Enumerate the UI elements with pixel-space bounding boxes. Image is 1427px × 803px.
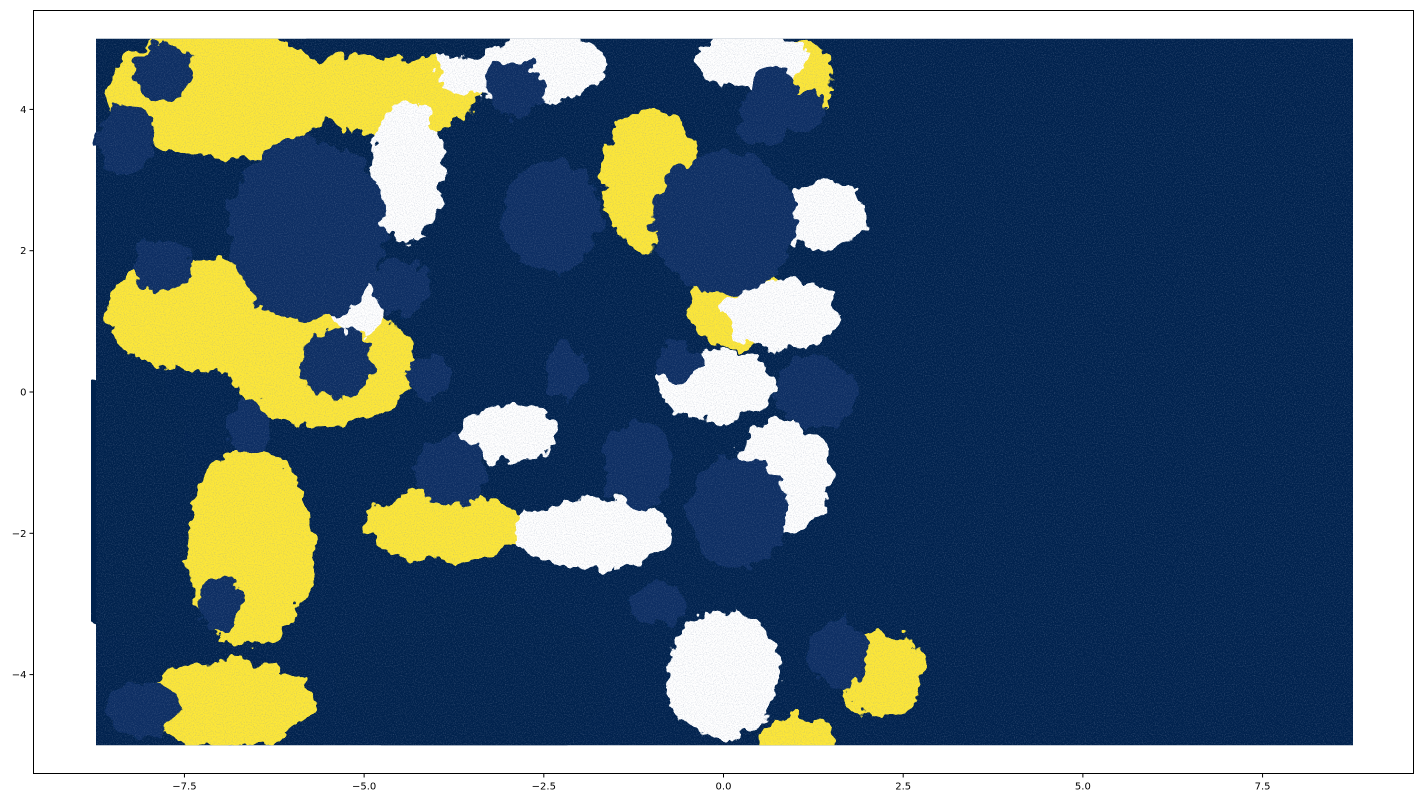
y-axis-ticks: −4 −2 0 2 4 [12, 105, 34, 681]
y-tick-label-1: −2 [12, 529, 27, 540]
x-axis-ticks: −7.5 −5.0 −2.5 0.0 2.5 5.0 7.5 [172, 773, 1271, 793]
x-tick-label-3: 0.0 [716, 782, 732, 793]
x-tick-label-4: 2.5 [895, 782, 911, 793]
y-tick-label-2: 0 [20, 388, 26, 399]
x-tick-label-5: 5.0 [1075, 782, 1091, 793]
x-tick-label-2: −2.5 [532, 782, 556, 793]
plot-area [91, 38, 1353, 746]
x-tick-label-6: 7.5 [1255, 782, 1271, 793]
x-tick-label-1: −5.0 [352, 782, 376, 793]
y-tick-label-0: −4 [12, 670, 27, 681]
x-tick-label-0: −7.5 [172, 782, 196, 793]
texture-overlay [96, 38, 1353, 746]
y-tick-label-3: 2 [20, 246, 26, 257]
y-tick-label-4: 4 [20, 105, 26, 116]
